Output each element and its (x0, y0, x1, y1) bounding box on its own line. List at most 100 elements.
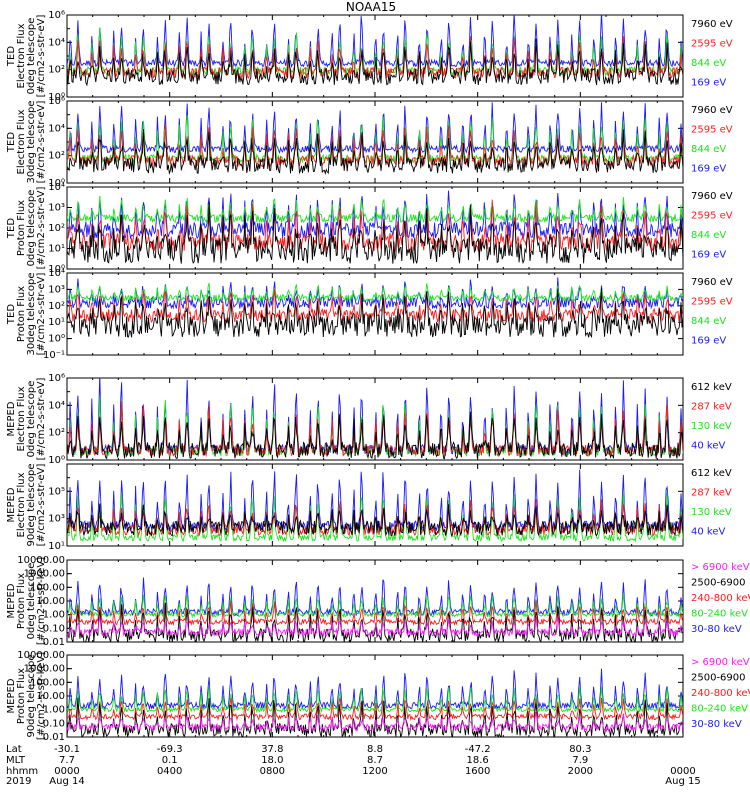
legend-entry: > 6900 keV (691, 657, 750, 668)
y-tick-label: 10¹ (48, 244, 65, 255)
x-tick-label: 37.8 (261, 744, 283, 755)
series-line (67, 577, 683, 618)
legend-entry: 130 keV (691, 507, 732, 518)
y-axis-label: [#/cm2-s-str-eV] (36, 15, 47, 98)
panel-4: 10⁻¹ 10⁰ 10¹ 10² 10³ 10⁴ TED Proton Flux 30deg t… (6, 268, 733, 361)
series-line (67, 15, 683, 68)
legend-entry: 287 keV (691, 488, 732, 499)
legend-entry: 40 keV (691, 527, 725, 538)
x-tick-label: Aug 14 (49, 776, 84, 787)
y-axis-label: 90deg telescope (26, 654, 37, 737)
y-tick-label: 10⁰ (48, 334, 65, 345)
y-tick-label: 1000.00 (24, 569, 65, 580)
y-tick-label: 1000.00 (24, 664, 65, 675)
y-tick-label: 10¹ (48, 317, 65, 328)
legend-entry: 287 keV (691, 402, 732, 413)
y-tick-label: 10⁵ (48, 486, 65, 497)
y-axis-label: [#/cm2-s-str-eV] (36, 187, 47, 270)
series-line (67, 697, 683, 722)
y-tick-label: 10¹ (48, 541, 65, 552)
legend-entry: 844 eV (691, 230, 726, 241)
y-axis-label: [#/cm2-s-str-eV] (36, 101, 47, 184)
y-axis-label: TED (6, 218, 17, 239)
x-tick-label: 0000 (670, 766, 695, 777)
x-tick-label: 18.6 (467, 755, 489, 766)
y-axis-label: 0deg telescope (26, 190, 37, 267)
y-tick-label: 10⁰ (48, 92, 65, 103)
series-line (67, 712, 683, 733)
legend-entry: 169 eV (691, 78, 726, 89)
legend-entry: 30-80 keV (691, 719, 742, 730)
axis-row-label: Lat (6, 744, 22, 755)
panel-7: 0.01 0.10 1.00 10.00 100.00 1000.00 10000.00 ME… (6, 555, 750, 648)
y-tick-label: 100.00 (30, 582, 65, 593)
y-axis-label: Proton Flux (16, 286, 27, 342)
y-tick-label: 0.01 (43, 637, 65, 648)
y-tick-label: 10⁴ (48, 268, 65, 279)
x-tick-label: 80.3 (569, 744, 591, 755)
x-tick-label: Aug 15 (665, 776, 700, 787)
y-tick-label: 10² (48, 428, 65, 439)
y-axis-label: Electron Flux (16, 472, 27, 537)
series-line (67, 686, 683, 714)
legend-entry: 2500-6900 (691, 577, 746, 588)
y-tick-label: 0.10 (43, 623, 65, 634)
y-axis-label: Proton Flux (16, 668, 27, 724)
y-tick-label: 10² (48, 301, 65, 312)
y-axis-label: MEPED (6, 583, 17, 618)
y-axis-label: MEPED (6, 678, 17, 713)
legend-entry: 80-240 keV (691, 703, 748, 714)
x-tick-label: 0000 (54, 766, 79, 777)
panel-3: 10⁰ 10¹ 10² 10³ 10⁴ TED Proton Flux 0deg telesc… (6, 182, 733, 275)
legend-entry: 240-800 keV (691, 593, 750, 604)
series-line (67, 503, 683, 537)
series-line (67, 102, 683, 155)
series-line (67, 411, 683, 460)
y-tick-label: 10⁶ (48, 96, 65, 107)
y-tick-label: 10² (48, 65, 65, 76)
legend-entry: 2595 eV (691, 125, 733, 136)
series-line (67, 288, 683, 339)
series-line (67, 38, 683, 87)
y-tick-label: 10⁴ (48, 123, 65, 134)
y-tick-label: 10⁴ (48, 37, 65, 48)
x-tick-label: 8.7 (367, 755, 383, 766)
y-axis-label: MEPED (6, 487, 17, 522)
y-tick-label: 0.01 (43, 732, 65, 743)
y-axis-label: Electron Flux (16, 109, 27, 174)
axis-row-label: 2019 (6, 776, 31, 787)
y-axis-label: 30deg telescope (26, 100, 37, 183)
legend-entry: 2595 eV (691, 211, 733, 222)
legend-entry: 844 eV (691, 58, 726, 69)
x-tick-label: 2000 (568, 766, 593, 777)
y-tick-label: 10⁶ (48, 10, 65, 21)
x-tick-label: 0.1 (162, 755, 178, 766)
legend-entry: 130 keV (691, 421, 732, 432)
panel-1: 10⁰ 10² 10⁴ 10⁶ TED Electron Flux 0deg telesco… (6, 10, 733, 103)
panel-8: 0.01 0.10 1.00 10.00 100.00 1000.00 10000.00 ME… (6, 650, 750, 743)
x-tick-label: 8.8 (367, 744, 383, 755)
y-axis-label: 0deg telescope (26, 18, 37, 95)
legend-entry: 40 keV (691, 441, 725, 452)
y-axis-label: [#/cm2-s-str-eV] (36, 464, 47, 547)
y-axis-label: 30deg telescope (26, 272, 37, 355)
series-line (67, 616, 683, 638)
x-tick-label: 7.7 (59, 755, 75, 766)
y-tick-label: 10³ (48, 514, 65, 525)
y-tick-label: 10.00 (36, 691, 65, 702)
legend-entry: 612 keV (691, 468, 732, 479)
y-tick-label: 10⁴ (48, 182, 65, 193)
legend-entry: > 6900 keV (691, 562, 750, 573)
y-tick-label: 1.00 (43, 705, 65, 716)
legend-entry: 169 eV (691, 250, 726, 261)
x-tick-label: -30.1 (54, 744, 80, 755)
y-axis-label: [#/cm2-s-str-eV] (36, 378, 47, 461)
x-tick-label: 1200 (362, 766, 387, 777)
y-axis-label: 90deg telescope (26, 463, 37, 546)
series-line (67, 201, 683, 264)
y-axis-label: 0deg telescope (26, 381, 37, 458)
y-tick-label: 10⁶ (48, 373, 65, 384)
y-axis-label: Proton Flux (16, 200, 27, 256)
legend-entry: 169 eV (691, 164, 726, 175)
y-axis-label: TED (6, 132, 17, 153)
